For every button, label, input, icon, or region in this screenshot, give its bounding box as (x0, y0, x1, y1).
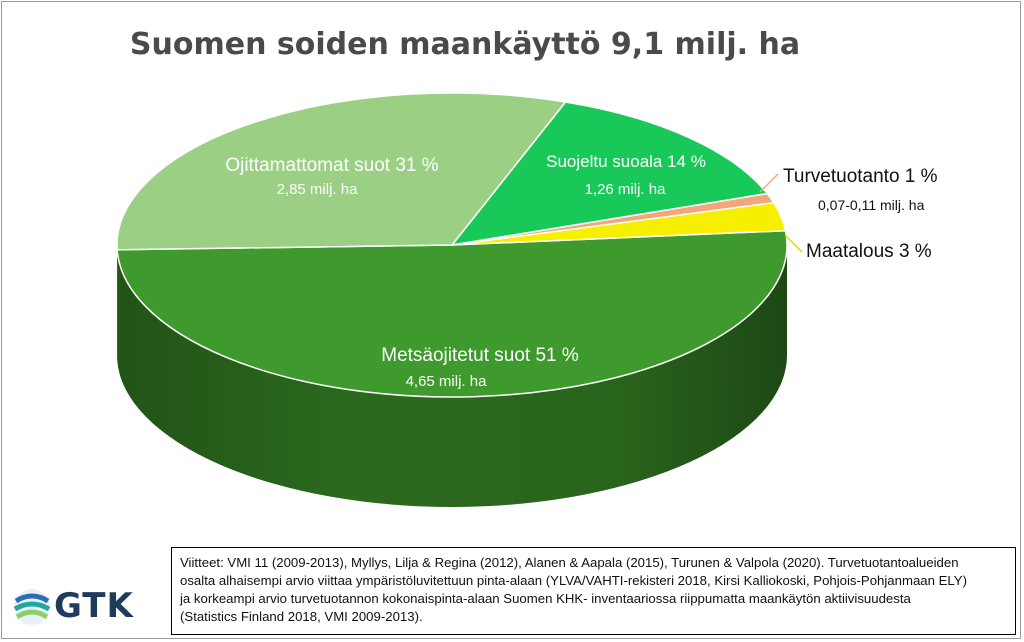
references-line: Viitteet: VMI 11 (2009-2013), Myllys, Li… (180, 555, 959, 570)
slice-label: Metsäojitetut suot 51 % (381, 345, 579, 366)
references-box: Viitteet: VMI 11 (2009-2013), Myllys, Li… (171, 547, 1016, 635)
logo-wave-icon (14, 593, 50, 604)
pie-slice (116, 229, 788, 398)
gtk-logo (13, 589, 51, 625)
pie-slices (116, 92, 788, 398)
references-line: ja korkeampi arvio turvetuotannon kokona… (180, 591, 911, 606)
pie-slice (116, 92, 567, 251)
references-line: osalta alhaisempi arvio viittaa ympärist… (180, 573, 967, 588)
pie-depth (117, 245, 788, 507)
references-line: (Statistics Finland 2018, VMI 2009-2013)… (180, 609, 423, 624)
slice-label: Maatalous 3 % (806, 241, 932, 262)
slice-sublabel: 4,65 milj. ha (406, 373, 488, 390)
logo-wave-icon (13, 601, 51, 612)
pie-slice-side-shade (117, 245, 788, 507)
logo-wave-icon (15, 609, 49, 620)
slice-sublabel: 2,85 milj. ha (277, 181, 359, 198)
logo-text: GTK (54, 586, 134, 626)
slice-label: Ojittamattomat suot 31 % (225, 155, 438, 176)
chart-title: Suomen soiden maankäyttö 9,1 milj. ha (129, 27, 801, 62)
pie-chart: Metsäojitetut suot 51 % 4,65 milj. ha Ojit… (116, 92, 938, 507)
leader-line (785, 235, 803, 253)
slice-sublabel: 0,07-0,11 milj. ha (818, 197, 925, 213)
leader-line (759, 173, 779, 193)
pie-slice (450, 101, 769, 247)
slice-label: Suojeltu suoala 14 % (546, 152, 706, 171)
slice-sublabel: 1,26 milj. ha (585, 181, 667, 198)
pie-labels: Metsäojitetut suot 51 % 4,65 milj. ha Ojit… (225, 152, 937, 390)
slice-label: Turvetuotanto 1 % (783, 166, 938, 187)
